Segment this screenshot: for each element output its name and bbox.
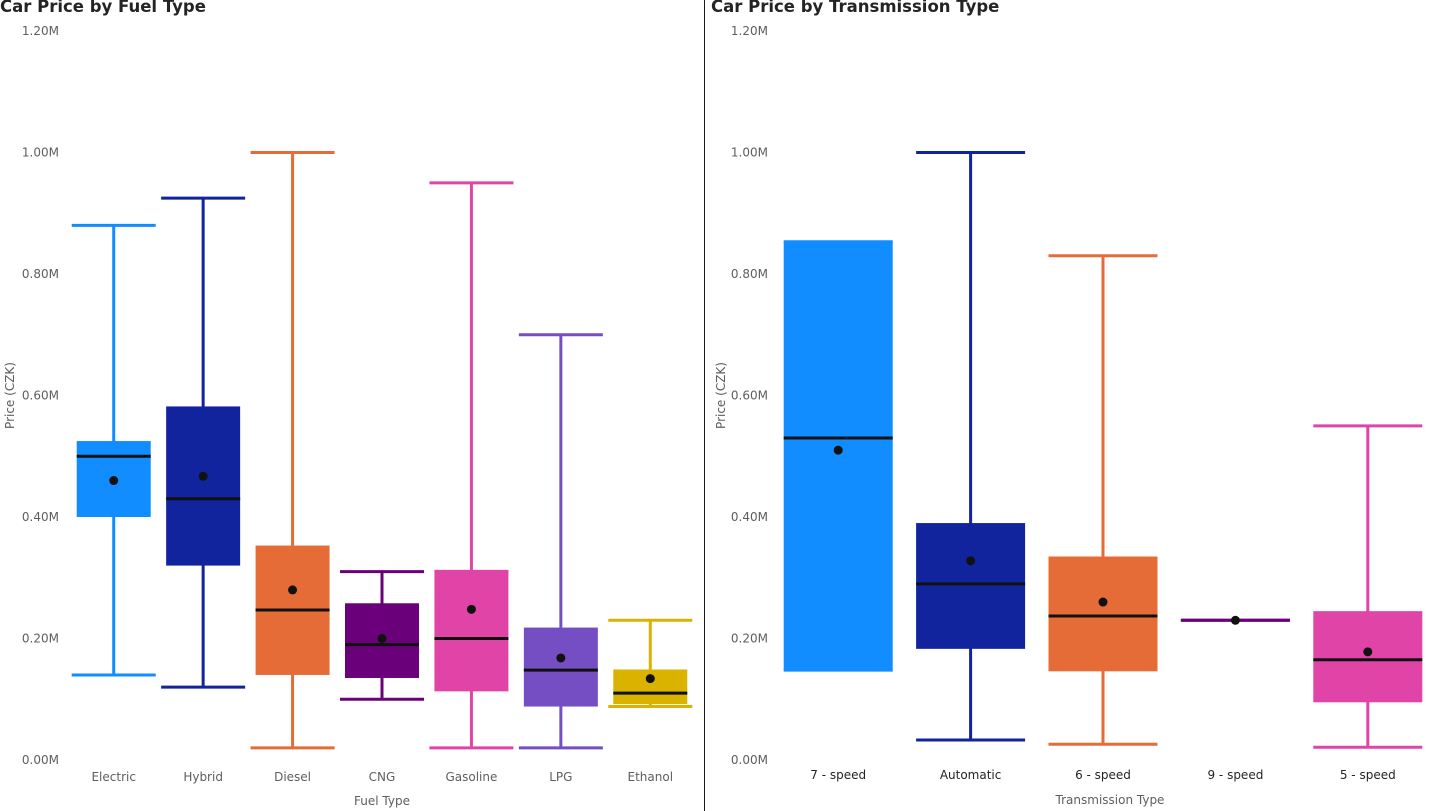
fuel-type-chart-panel: Car Price by Fuel Type 0.00M 0.20M 0.40M 0.… bbox=[0, 0, 704, 811]
box-group-lpg bbox=[518, 333, 603, 750]
y-tick-label: 0.80M bbox=[22, 267, 59, 281]
mean-marker bbox=[1098, 597, 1108, 607]
x-category-label: 5 - speed bbox=[1340, 768, 1396, 782]
box-group-diesel bbox=[250, 151, 335, 750]
iqr-box bbox=[1048, 556, 1158, 672]
mean-marker bbox=[966, 556, 976, 566]
box-group-automatic bbox=[916, 151, 1026, 742]
y-axis-title: Price (CZK) bbox=[3, 362, 17, 429]
box-group-9-speed bbox=[1180, 615, 1290, 625]
y-tick-label: 0.40M bbox=[22, 510, 59, 524]
mean-marker bbox=[198, 471, 208, 481]
x-category-label: Diesel bbox=[274, 770, 311, 784]
box-group-ethanol bbox=[608, 618, 693, 709]
y-tick-label: 0.60M bbox=[731, 389, 768, 403]
mean-marker bbox=[1363, 647, 1373, 657]
x-category-label: Ethanol bbox=[628, 770, 674, 784]
y-tick-label: 0.20M bbox=[22, 632, 59, 646]
box-group-7-speed bbox=[783, 240, 893, 672]
iqr-box bbox=[916, 523, 1026, 649]
y-tick-label: 1.20M bbox=[731, 24, 768, 38]
fuel-type-boxplot: 0.00M 0.20M 0.40M 0.60M 0.80M 1.00M 1.20M Price… bbox=[3, 24, 693, 808]
iqr-box bbox=[1313, 611, 1423, 703]
y-axis-title: Price (CZK) bbox=[714, 362, 728, 429]
y-tick-label: 0.00M bbox=[731, 753, 768, 767]
x-category-label: 9 - speed bbox=[1207, 768, 1263, 782]
x-category-label: Gasoline bbox=[445, 770, 497, 784]
iqr-box bbox=[434, 569, 509, 692]
box-group-gasoline bbox=[429, 181, 514, 750]
mean-marker bbox=[1230, 615, 1240, 625]
x-category-label: Automatic bbox=[940, 768, 1002, 782]
chart-title: Car Price by Fuel Type bbox=[0, 0, 206, 16]
mean-marker bbox=[288, 585, 298, 595]
mean-marker bbox=[645, 674, 655, 684]
mean-marker bbox=[556, 653, 566, 663]
y-tick-label: 1.00M bbox=[22, 146, 59, 160]
x-axis-title: Transmission Type bbox=[1055, 793, 1165, 807]
mean-marker bbox=[377, 634, 387, 643]
y-tick-label: 0.60M bbox=[22, 389, 59, 403]
x-category-label: Electric bbox=[91, 770, 135, 784]
iqr-box bbox=[523, 627, 598, 707]
iqr-box bbox=[783, 241, 893, 671]
x-category-label: Hybrid bbox=[183, 770, 223, 784]
transmission-type-chart-panel: Car Price by Transmission Type 0.00M 0.20… bbox=[705, 0, 1444, 811]
box-group-cng bbox=[340, 570, 424, 701]
box-group-6-speed bbox=[1048, 254, 1158, 746]
mean-marker bbox=[833, 445, 843, 455]
y-tick-label: 1.00M bbox=[731, 146, 768, 160]
x-category-label: 6 - speed bbox=[1075, 768, 1131, 782]
box-group-5-speed bbox=[1313, 424, 1423, 749]
iqr-box bbox=[166, 406, 241, 566]
mean-marker bbox=[466, 604, 476, 614]
y-tick-label: 0.20M bbox=[731, 632, 768, 646]
y-tick-label: 0.80M bbox=[731, 267, 768, 281]
box-group-hybrid bbox=[161, 196, 246, 689]
box-group-electric bbox=[71, 223, 156, 677]
y-tick-label: 0.40M bbox=[731, 510, 768, 524]
chart-title: Car Price by Transmission Type bbox=[711, 0, 1000, 16]
y-tick-label: 0.00M bbox=[22, 753, 59, 767]
x-category-label: 7 - speed bbox=[810, 768, 866, 782]
x-category-label: LPG bbox=[549, 770, 572, 784]
x-category-label: CNG bbox=[369, 770, 396, 784]
x-axis-title: Fuel Type bbox=[354, 794, 410, 808]
panel-divider bbox=[704, 0, 705, 811]
mean-marker bbox=[109, 476, 119, 486]
y-tick-label: 1.20M bbox=[22, 24, 59, 38]
transmission-type-boxplot: 0.00M 0.20M 0.40M 0.60M 0.80M 1.00M 1.20M Price… bbox=[714, 24, 1423, 807]
